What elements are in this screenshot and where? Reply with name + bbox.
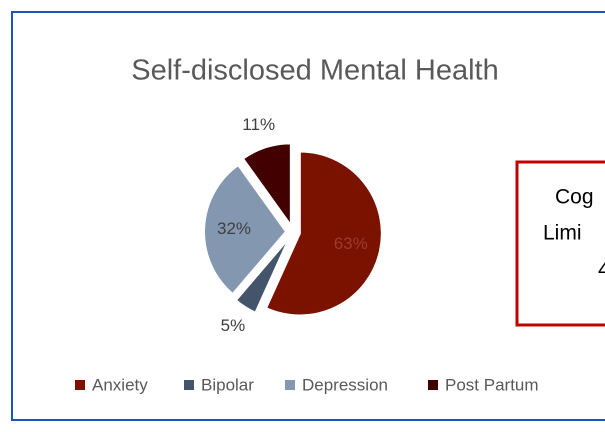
data-label: 32% [217, 219, 251, 238]
overlay-text: Cog [555, 186, 594, 209]
legend-marker [285, 380, 295, 390]
overlay-text: Limi [543, 222, 582, 245]
legend-label: Anxiety [92, 375, 148, 394]
chart-title: Self-disclosed Mental Health [131, 55, 499, 87]
pie-slice [234, 237, 291, 314]
legend-label: Bipolar [201, 375, 254, 394]
pie-slice [241, 142, 292, 229]
data-label: 11% [242, 115, 275, 134]
pie-slice [203, 163, 288, 296]
legend-marker [184, 380, 194, 390]
data-label: 63% [334, 234, 368, 253]
legend-label: Post Partum [445, 375, 539, 394]
overlay-text: 4 [598, 259, 605, 282]
legend-marker [75, 380, 85, 390]
legend-label: Depression [302, 375, 388, 394]
pie-slice [264, 150, 383, 317]
overlay-box [515, 160, 605, 327]
data-label: 5% [221, 316, 246, 335]
legend-marker [428, 380, 438, 390]
